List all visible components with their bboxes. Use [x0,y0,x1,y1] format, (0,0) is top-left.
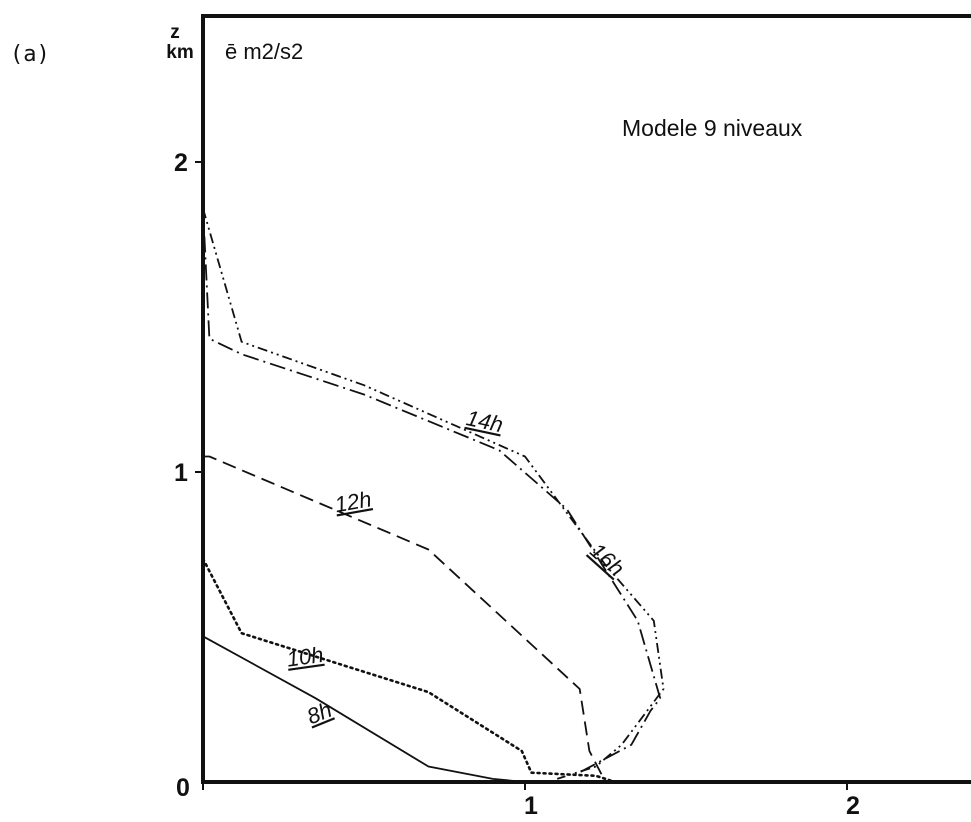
chart-title: Modele 9 niveaux [622,115,803,141]
x-tick-label: 1 [524,792,538,820]
series-line-16h [202,208,665,780]
series-label-10h: 10h [285,642,325,672]
series-label-16h: 16h [585,538,629,581]
panel-label: (a) [10,42,50,67]
axis-ticks: 0 1 2 1 2 [174,149,860,820]
y-axis-variable: z [170,22,180,43]
y-tick-label: 1 [174,459,188,487]
series-label-12h: 12h [333,486,374,517]
y-axis-unit: km [166,42,193,63]
series-line-10h [201,557,617,784]
plot-frame [201,14,971,784]
y-axis-label: z km [166,22,193,63]
y-tick-label: 2 [174,149,188,177]
quantity-label: ē m2/s2 [225,39,303,64]
series-line-12h [203,455,607,783]
series-label-8h: 8h [303,697,335,729]
x-tick-label: 2 [846,792,860,820]
series-line-14h [202,208,662,777]
series-line-8h [202,635,526,783]
series-layer [201,208,665,784]
panel-label-group: (a) [10,42,50,67]
plot-axes: z km ē m2/s2 Modele 9 niveaux 0 1 2 1 2 [166,14,971,820]
x-tick-label: 0 [176,774,190,802]
